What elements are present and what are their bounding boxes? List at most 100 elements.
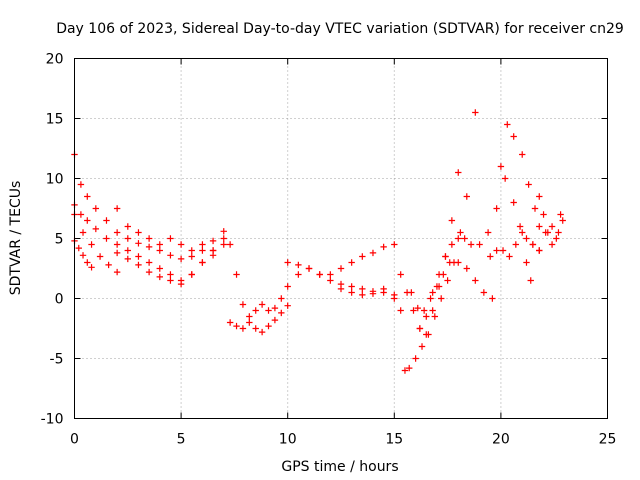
series-arc15 [476, 133, 543, 248]
data-points [71, 109, 566, 374]
data-point [226, 319, 234, 326]
x-tick-label: 0 [70, 432, 79, 448]
data-point [220, 235, 227, 242]
data-point [258, 301, 266, 308]
data-point [444, 277, 451, 284]
data-point [167, 235, 174, 242]
data-point [435, 271, 443, 278]
data-point [135, 240, 142, 247]
data-point [209, 252, 217, 259]
data-point [369, 290, 377, 297]
y-tick-label: -5 [50, 352, 64, 368]
data-point [124, 223, 131, 230]
series-arc14 [416, 235, 475, 332]
data-point [188, 247, 195, 254]
gridlines [74, 58, 608, 419]
x-tick-label: 15 [385, 432, 403, 448]
data-point [420, 307, 428, 314]
data-point [295, 271, 302, 278]
data-point [406, 364, 413, 372]
data-point [448, 241, 456, 248]
data-point [113, 205, 121, 212]
series-arc13 [408, 259, 496, 314]
data-point [499, 247, 507, 254]
data-point [461, 235, 468, 242]
data-point [135, 261, 142, 269]
series-arc5 [113, 205, 227, 254]
data-point [380, 285, 387, 293]
data-point [410, 307, 417, 314]
data-point [327, 277, 334, 284]
data-point [493, 205, 500, 212]
data-point [506, 253, 513, 260]
data-point [278, 295, 285, 302]
data-point [391, 241, 398, 248]
data-point [124, 235, 131, 242]
data-point [431, 313, 439, 320]
data-point [258, 328, 266, 336]
data-point [429, 307, 436, 314]
data-point [284, 283, 291, 290]
data-point [77, 181, 85, 188]
data-point [423, 313, 430, 320]
data-point [103, 235, 110, 242]
y-tick-label: 15 [46, 112, 64, 128]
data-point [455, 169, 462, 176]
data-point [239, 301, 247, 308]
data-point [391, 295, 398, 302]
data-point [145, 243, 153, 251]
x-tick-label: 5 [177, 432, 186, 448]
data-point [96, 253, 104, 260]
data-point [167, 252, 174, 259]
data-point [188, 271, 195, 278]
data-point [348, 289, 355, 296]
data-point [442, 253, 449, 260]
data-point [476, 241, 483, 248]
data-point [226, 241, 234, 248]
data-point [553, 235, 560, 242]
data-point [397, 271, 404, 278]
data-point [472, 109, 479, 116]
y-axis-label: SDTVAR / TECUs [8, 181, 24, 296]
x-tick-label: 20 [492, 432, 510, 448]
data-point [433, 283, 441, 290]
data-point [527, 277, 534, 284]
data-point [252, 325, 259, 332]
data-point [188, 253, 195, 260]
data-point [284, 259, 291, 266]
data-point [75, 244, 82, 252]
data-point [265, 322, 272, 330]
data-point [271, 316, 279, 324]
data-point [156, 241, 163, 248]
data-point [77, 211, 85, 218]
series-arc1 [71, 151, 227, 263]
data-point [199, 259, 206, 266]
data-point [455, 259, 462, 266]
data-point [501, 175, 509, 182]
data-point [401, 367, 409, 374]
data-point [135, 229, 142, 236]
data-point [79, 252, 87, 259]
data-point [414, 304, 421, 312]
data-point [423, 331, 430, 338]
series-arc11 [401, 109, 479, 374]
data-point [199, 241, 206, 248]
data-point [233, 271, 240, 278]
data-point [348, 283, 355, 290]
series-arc3 [71, 237, 95, 271]
data-point [239, 325, 247, 332]
data-point [544, 229, 552, 236]
x-tick-labels: 0 5 10 15 20 25 [70, 432, 616, 448]
data-point [124, 255, 131, 263]
data-point [559, 217, 566, 224]
data-point [246, 313, 253, 320]
series-arc19 [536, 193, 564, 248]
data-point [79, 229, 87, 236]
series-arc7 [220, 235, 291, 336]
data-point [531, 205, 539, 212]
data-point [418, 343, 426, 350]
data-point [209, 237, 217, 245]
chart-title: Day 106 of 2023, Sidereal Day-to-day VTE… [56, 21, 624, 37]
data-point [271, 304, 279, 312]
data-point [408, 289, 415, 296]
